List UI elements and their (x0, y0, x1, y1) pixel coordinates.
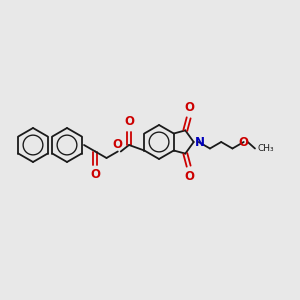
Text: O: O (90, 169, 100, 182)
Text: O: O (113, 137, 123, 151)
Text: O: O (124, 115, 134, 128)
Text: CH₃: CH₃ (258, 144, 274, 153)
Text: O: O (185, 101, 195, 114)
Text: O: O (185, 170, 195, 183)
Text: O: O (239, 136, 249, 148)
Text: N: N (195, 136, 205, 148)
